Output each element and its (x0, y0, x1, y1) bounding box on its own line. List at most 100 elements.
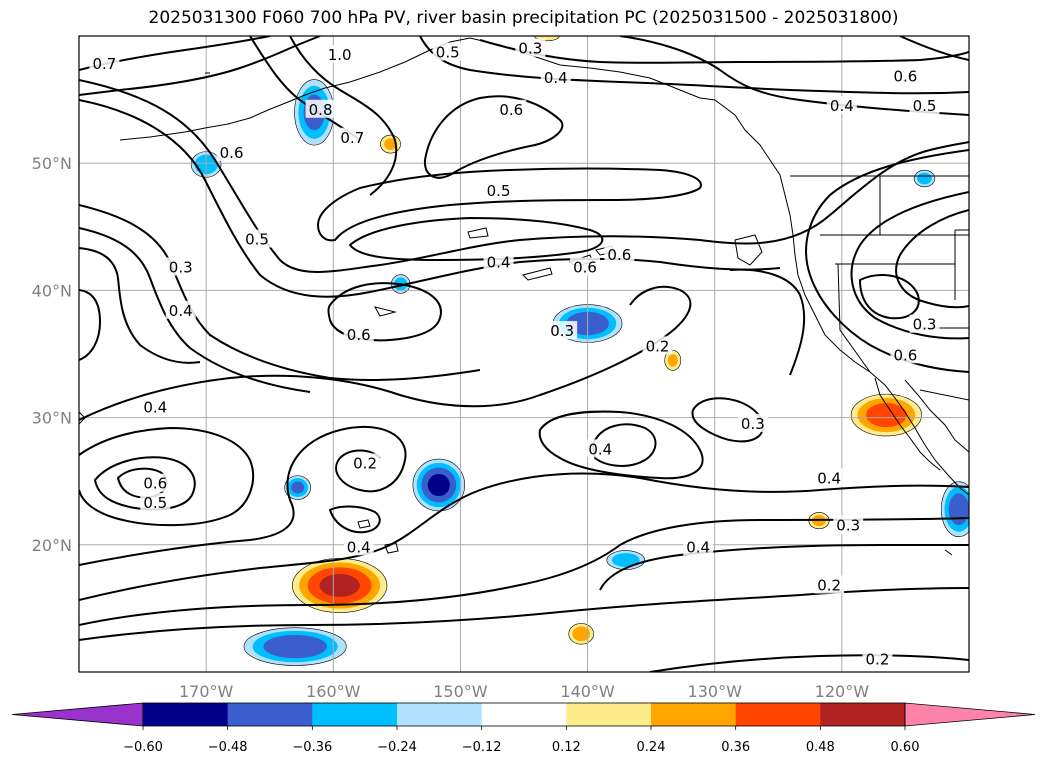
map-axis-ticks: 170°W 160°W 150°W 140°W 130°W 120°W 20°N 30°N 40… (32, 154, 870, 701)
precip-pc-blob-5-level-1 (667, 354, 678, 367)
lon-tick-label: 120°W (815, 682, 870, 701)
contour-label-bg (683, 537, 714, 556)
contour-label-bg (337, 127, 368, 146)
contour-label: 0.4 (830, 97, 854, 115)
contour-label-bg (814, 575, 845, 594)
contour-label: 0.5 (913, 97, 937, 115)
lon-tick-label: 130°W (688, 682, 743, 701)
contour-label-bg (540, 67, 571, 86)
lat-tick-label: 40°N (32, 281, 72, 300)
contour-label-bg (909, 314, 940, 333)
lat-tick-label: 50°N (32, 154, 72, 173)
precip-pc-blob-13-level-1 (611, 553, 640, 568)
contour-label-bg (642, 336, 673, 355)
colorbar-tick-label: −0.48 (208, 740, 248, 755)
contour-label: 0.5 (436, 44, 460, 62)
contour-label-bg (833, 515, 864, 534)
contour-label: 0.3 (913, 316, 937, 334)
map-frame (78, 35, 970, 673)
contour-label: 0.6 (499, 101, 523, 119)
colorbar-segment (566, 703, 652, 726)
contour-label: 0.3 (741, 415, 765, 433)
contour-label-bg (814, 468, 845, 487)
colorbar-extend-high (904, 702, 1036, 727)
colorbar-segment (735, 703, 821, 726)
colorbar-extend-low (11, 702, 144, 727)
contour-label: 0.2 (817, 577, 841, 595)
contour-label-bg (343, 324, 374, 343)
contour-label-bg (483, 252, 514, 271)
pv-contour-lines (79, 36, 969, 672)
contour-label-bg (547, 321, 578, 340)
contour-label: 0.4 (143, 398, 167, 416)
contour-label: 0.4 (487, 253, 511, 271)
contour-label-bg (862, 649, 893, 668)
contour-label: 0.4 (686, 538, 710, 556)
colorbar-tick-label: −0.12 (462, 740, 502, 755)
contour-label: 0.4 (588, 440, 612, 458)
contour-label: 0.7 (340, 129, 364, 147)
contour-label: 0.6 (220, 144, 244, 162)
contour-label-bg (496, 99, 527, 118)
precip-pc-blob-7-level-3 (427, 473, 450, 497)
contour-label: 0.2 (646, 337, 670, 355)
colorbar-tick-label: 0.60 (891, 740, 920, 755)
contour-label: 0.6 (893, 346, 917, 364)
precip-pc-blob-2-level-1 (384, 138, 397, 150)
map-title: 2025031300 F060 700 hPa PV, river basin … (148, 8, 899, 28)
contour-label: 0.8 (309, 101, 333, 119)
colorbar: −0.60 −0.48 −0.36 −0.24 −0.12 0.12 0.24 0.36 0.4… (11, 702, 1036, 755)
contour-label-bg (570, 257, 601, 276)
contour-label-bg (242, 229, 272, 248)
contour-label-bg (483, 181, 514, 200)
contour-label: 0.2 (353, 454, 377, 472)
precip-pc-blob-10-level-2 (263, 634, 327, 659)
colorbar-segment (143, 703, 229, 726)
contour-label-bg (604, 244, 635, 263)
contour-label: 0.6 (607, 246, 631, 264)
contour-label: 0.3 (518, 40, 542, 58)
contour-label: 0.2 (866, 650, 890, 668)
lon-tick-label: 160°W (306, 682, 361, 701)
colorbar-segment (227, 703, 313, 726)
contour-label: 0.4 (347, 538, 371, 556)
precip-pc-blob-15-level-1 (572, 626, 591, 642)
contour-label-bg (350, 453, 381, 472)
colorbar-segment (397, 703, 483, 726)
colorbar-segment (312, 703, 398, 726)
contour-label: 0.6 (143, 475, 167, 493)
contour-label: 0.4 (817, 470, 841, 488)
colorbar-tick-label: 0.48 (806, 740, 835, 755)
contour-label: 0.3 (169, 259, 193, 277)
coastlines (79, 37, 969, 556)
contour-label: 0.4 (544, 69, 568, 87)
colorbar-tick-label: 0.24 (637, 740, 666, 755)
contour-label-bg (890, 66, 921, 85)
colorbar-tick-label: −0.60 (123, 740, 163, 755)
contour-label: 0.6 (893, 68, 917, 86)
colorbar-tick-label: −0.36 (292, 740, 332, 755)
contour-label-bg (343, 537, 374, 556)
contour-label: 0.3 (836, 517, 860, 535)
lon-tick-label: 140°W (560, 682, 615, 701)
contour-label-bg (305, 99, 336, 118)
contour-label-bg (737, 413, 768, 432)
colorbar-frame (142, 702, 906, 727)
contour-label-bg (216, 143, 247, 162)
precip-pc-blob-6-level-2 (866, 402, 907, 428)
contour-label-bg (585, 439, 616, 458)
precip-pc-blob-9-level-3 (319, 573, 360, 598)
contour-label: 0.5 (245, 231, 269, 249)
precip-pc-blob-12-level-1 (917, 172, 932, 185)
contour-label-bg (140, 492, 171, 511)
precip-pc-blob-11-level-2 (948, 493, 969, 526)
contour-label: 0.6 (347, 326, 371, 344)
precip-pc-shading (190, 36, 969, 666)
contour-label-bg (140, 397, 171, 416)
contour-label-bg (140, 473, 171, 492)
lon-tick-label: 150°W (433, 682, 488, 701)
contour-label-bg (324, 45, 355, 64)
contour-label-bg (89, 53, 120, 72)
lat-tick-label: 30°N (32, 409, 72, 428)
